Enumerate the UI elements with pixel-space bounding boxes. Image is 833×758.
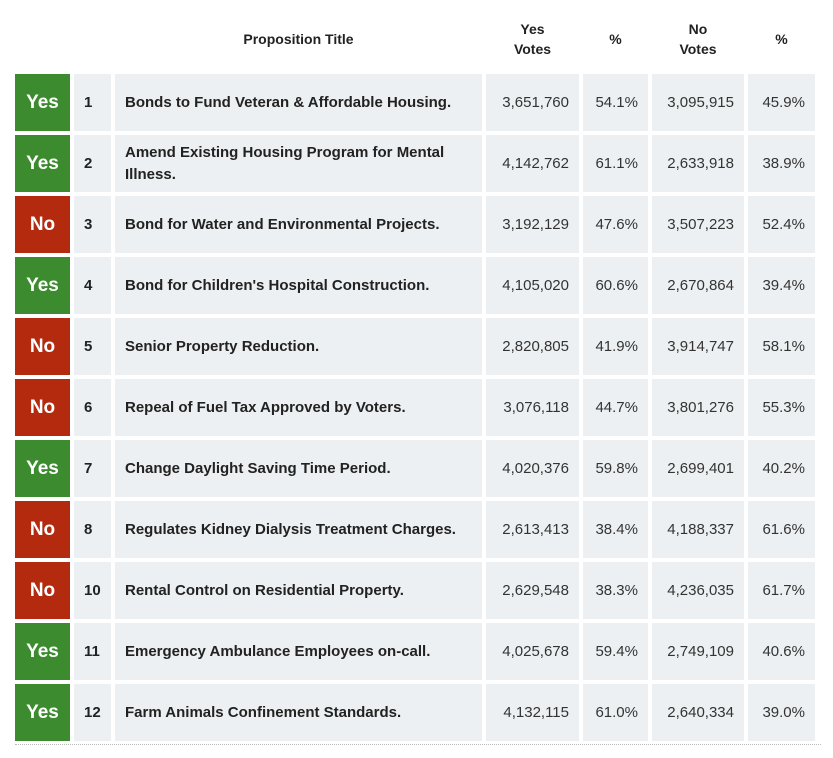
yes-percent: 38.3% <box>583 562 648 619</box>
table-row: Yes 11 Emergency Ambulance Employees on-ca… <box>15 623 815 680</box>
no-votes: 2,670,864 <box>652 257 744 314</box>
result-badge: No <box>15 501 70 558</box>
no-pct-header: % <box>775 31 788 47</box>
no-votes: 2,633,918 <box>652 135 744 192</box>
no-votes: 3,507,223 <box>652 196 744 253</box>
no-votes: 3,095,915 <box>652 74 744 131</box>
yes-votes-header: Yes Votes <box>513 21 552 57</box>
result-badge: No <box>15 379 70 436</box>
yes-votes: 4,142,762 <box>486 135 579 192</box>
yes-votes: 2,629,548 <box>486 562 579 619</box>
result-badge: Yes <box>15 623 70 680</box>
proposition-number: 5 <box>74 318 111 375</box>
table-row: No 8 Regulates Kidney Dialysis Treatment C… <box>15 501 815 558</box>
no-percent: 45.9% <box>748 74 815 131</box>
proposition-number: 7 <box>74 440 111 497</box>
no-votes: 2,699,401 <box>652 440 744 497</box>
proposition-title: Bond for Children's Hospital Constructio… <box>115 257 482 314</box>
yes-percent: 61.1% <box>583 135 648 192</box>
proposition-title: Senior Property Reduction. <box>115 318 482 375</box>
bottom-divider <box>15 744 821 745</box>
yes-votes: 3,192,129 <box>486 196 579 253</box>
proposition-title: Amend Existing Housing Program for Menta… <box>115 135 482 192</box>
yes-votes: 3,076,118 <box>486 379 579 436</box>
proposition-title: Bonds to Fund Veteran & Affordable Housi… <box>115 74 482 131</box>
no-percent: 40.6% <box>748 623 815 680</box>
proposition-number: 10 <box>74 562 111 619</box>
yes-percent: 54.1% <box>583 74 648 131</box>
yes-votes: 2,820,805 <box>486 318 579 375</box>
table-row: No 6 Repeal of Fuel Tax Approved by Voters… <box>15 379 815 436</box>
no-votes: 4,188,337 <box>652 501 744 558</box>
yes-percent: 41.9% <box>583 318 648 375</box>
title-header: Proposition Title <box>243 31 354 47</box>
results-table: Proposition Title Yes Votes % No Votes % Y… <box>11 4 819 745</box>
yes-votes: 4,132,115 <box>486 684 579 741</box>
table-row: No 3 Bond for Water and Environmental Proj… <box>15 196 815 253</box>
no-votes: 4,236,035 <box>652 562 744 619</box>
no-percent: 39.0% <box>748 684 815 741</box>
proposition-title: Bond for Water and Environmental Project… <box>115 196 482 253</box>
no-percent: 61.7% <box>748 562 815 619</box>
result-badge: No <box>15 318 70 375</box>
table-row: Yes 1 Bonds to Fund Veteran & Affordable H… <box>15 74 815 131</box>
yes-percent: 60.6% <box>583 257 648 314</box>
no-percent: 39.4% <box>748 257 815 314</box>
table-row: Yes 12 Farm Animals Confinement Standards.… <box>15 684 815 741</box>
yes-pct-header: % <box>609 31 622 47</box>
yes-percent: 38.4% <box>583 501 648 558</box>
yes-votes: 4,105,020 <box>486 257 579 314</box>
yes-votes: 4,020,376 <box>486 440 579 497</box>
table-row: Yes 7 Change Daylight Saving Time Period. 4… <box>15 440 815 497</box>
no-percent: 52.4% <box>748 196 815 253</box>
result-badge: Yes <box>15 74 70 131</box>
yes-votes: 4,025,678 <box>486 623 579 680</box>
result-badge: No <box>15 562 70 619</box>
yes-percent: 61.0% <box>583 684 648 741</box>
yes-percent: 44.7% <box>583 379 648 436</box>
yes-percent: 47.6% <box>583 196 648 253</box>
table-row: Yes 4 Bond for Children's Hospital Constru… <box>15 257 815 314</box>
no-votes: 3,801,276 <box>652 379 744 436</box>
no-percent: 55.3% <box>748 379 815 436</box>
proposition-number: 4 <box>74 257 111 314</box>
result-badge: Yes <box>15 257 70 314</box>
result-badge: Yes <box>15 440 70 497</box>
table-row: No 5 Senior Property Reduction. 2,820,805 41… <box>15 318 815 375</box>
proposition-title: Rental Control on Residential Property. <box>115 562 482 619</box>
proposition-number: 2 <box>74 135 111 192</box>
yes-percent: 59.8% <box>583 440 648 497</box>
no-percent: 58.1% <box>748 318 815 375</box>
proposition-title: Change Daylight Saving Time Period. <box>115 440 482 497</box>
proposition-number: 11 <box>74 623 111 680</box>
proposition-number: 1 <box>74 74 111 131</box>
proposition-title: Emergency Ambulance Employees on-call. <box>115 623 482 680</box>
no-votes-header: No Votes <box>679 21 717 57</box>
no-votes: 2,640,334 <box>652 684 744 741</box>
no-percent: 40.2% <box>748 440 815 497</box>
no-votes: 3,914,747 <box>652 318 744 375</box>
table-row: No 10 Rental Control on Residential Proper… <box>15 562 815 619</box>
no-percent: 61.6% <box>748 501 815 558</box>
proposition-number: 8 <box>74 501 111 558</box>
proposition-number: 6 <box>74 379 111 436</box>
proposition-title: Repeal of Fuel Tax Approved by Voters. <box>115 379 482 436</box>
result-badge: Yes <box>15 135 70 192</box>
result-badge: No <box>15 196 70 253</box>
yes-votes: 2,613,413 <box>486 501 579 558</box>
proposition-number: 3 <box>74 196 111 253</box>
table-row: Yes 2 Amend Existing Housing Program for M… <box>15 135 815 192</box>
yes-percent: 59.4% <box>583 623 648 680</box>
number-header <box>74 8 111 70</box>
proposition-title: Regulates Kidney Dialysis Treatment Char… <box>115 501 482 558</box>
yes-votes: 3,651,760 <box>486 74 579 131</box>
no-votes: 2,749,109 <box>652 623 744 680</box>
proposition-number: 12 <box>74 684 111 741</box>
no-percent: 38.9% <box>748 135 815 192</box>
proposition-title: Farm Animals Confinement Standards. <box>115 684 482 741</box>
result-header <box>15 8 70 70</box>
header-row: Proposition Title Yes Votes % No Votes % <box>15 8 815 70</box>
result-badge: Yes <box>15 684 70 741</box>
